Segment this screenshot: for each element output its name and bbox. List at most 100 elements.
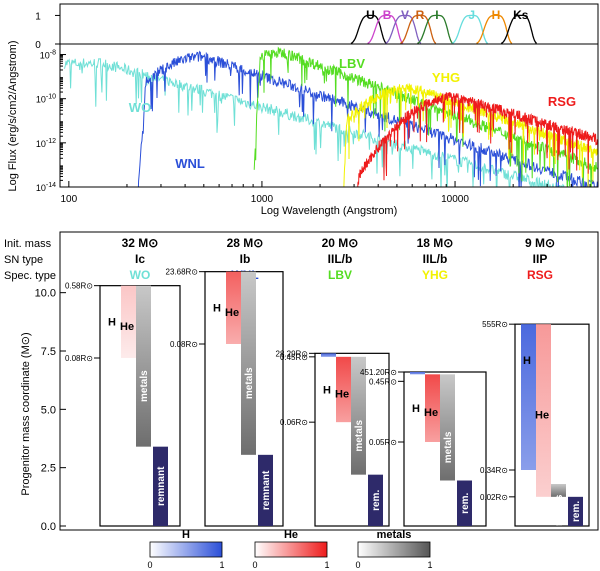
metals-layer-label: metals	[354, 419, 365, 451]
radius-label: 0.02R⊙	[480, 493, 508, 502]
spectra-y-tick-label: 10-12	[36, 138, 56, 149]
radius-label: 555R⊙	[482, 320, 508, 329]
metals-layer-label: metals	[554, 494, 565, 526]
star-mass: 28 M⊙	[227, 236, 264, 250]
spectrum-label: WNL	[175, 156, 205, 171]
spectra-panel-frame	[59, 43, 599, 188]
filter-curves: U B V R I J H Ks	[350, 8, 538, 44]
metals-layer-label: metals	[139, 370, 150, 402]
hydrogen-layer-label: H	[323, 384, 331, 396]
spectrum-rsg	[357, 92, 598, 187]
colorbar-min-label: 0	[252, 560, 257, 570]
hydrogen-layer-label: H	[213, 303, 221, 315]
helium-layer	[536, 324, 551, 497]
star-spec-type: RSG	[527, 268, 553, 282]
filter-label: H	[492, 8, 501, 22]
spectrum-label: WO	[129, 100, 151, 115]
spectra-x-tick-label: 10000	[441, 194, 469, 205]
star-mass: 9 M⊙	[525, 236, 555, 250]
radius-label: 0.45R⊙	[369, 377, 397, 386]
colorbar-title: He	[284, 529, 298, 541]
hydrogen-layer-label: H	[412, 403, 420, 415]
helium-layer	[425, 374, 440, 442]
colorbar-min-label: 0	[355, 560, 360, 570]
metals-layer	[351, 356, 366, 475]
spectra-x-label: Log Wavelength (Angstrom)	[261, 205, 398, 217]
star-spec-type: LBV	[328, 268, 352, 282]
radius-label: 0.05R⊙	[369, 438, 397, 447]
hydrogen-layer-label: H	[523, 355, 531, 367]
helium-layer	[336, 356, 351, 423]
metals-layer	[440, 374, 455, 481]
helium-layer	[121, 285, 136, 358]
spectra-y-label: Log Flux (erg/s/cm2/Angstrom)	[7, 41, 19, 192]
star-mass: 18 M⊙	[417, 236, 454, 250]
helium-layer-label: He	[424, 407, 438, 419]
radius-label: 451.20R⊙	[360, 368, 397, 377]
radius-label: 0.34R⊙	[480, 466, 508, 475]
helium-layer	[226, 271, 241, 344]
structure-y-tick-label: 7.5	[41, 346, 56, 358]
metals-layer-label: metals	[244, 367, 255, 399]
helium-layer-label: He	[335, 389, 349, 401]
remnant-core	[368, 474, 383, 526]
remnant-label: rem.	[571, 501, 582, 522]
hydrogen-layer-label: H	[108, 317, 116, 329]
structure-y-tick-label: 10.0	[35, 288, 56, 300]
radius-label: 0.06R⊙	[280, 418, 308, 427]
row-label: SN type	[4, 254, 43, 266]
star-sn-type: IIL/b	[328, 252, 353, 266]
star-spec-type: YHG	[422, 268, 448, 282]
remnant-label: rem.	[371, 490, 382, 511]
helium-layer-label: He	[225, 307, 239, 319]
row-label: Spec. type	[4, 270, 56, 282]
spectra-series	[64, 46, 598, 187]
colorbar-max-label: 1	[324, 560, 329, 570]
filter-curve	[417, 14, 454, 44]
spectrum-label: LBV	[339, 56, 365, 71]
spectra-y-tick-label: 10-14	[36, 182, 56, 193]
star-spec-type: WO	[130, 268, 151, 282]
filter-curve	[367, 14, 404, 44]
filter-curve	[385, 14, 422, 44]
colorbar-title: metals	[377, 529, 412, 541]
star-sn-type: IIP	[533, 252, 548, 266]
structure-y-axis: 10.0 7.5 5.0 2.5 0.0	[35, 288, 66, 533]
filter-label: Ks	[513, 8, 529, 22]
colorbar-min-label: 0	[147, 560, 152, 570]
colorbars: H 0 1 He 0 1 metals 0 1	[147, 529, 432, 570]
colorbar-max-label: 1	[219, 560, 224, 570]
colorbar-max-label: 1	[427, 560, 432, 570]
remnant-core	[258, 454, 273, 526]
star-mass: 20 M⊙	[322, 236, 359, 250]
filter-label: I	[435, 8, 438, 22]
colorbar-title: H	[182, 529, 190, 541]
spectrum-label: RSG	[548, 94, 576, 109]
radius-label: 23.68R⊙	[166, 268, 199, 277]
filter-curve	[476, 14, 513, 44]
filter-y-tick-label: 0	[35, 40, 41, 51]
structure-y-tick-label: 2.5	[41, 463, 56, 475]
colorbar	[357, 541, 431, 558]
filter-curve	[500, 14, 538, 44]
radius-label: 0.08R⊙	[170, 340, 198, 349]
metals-layer	[241, 271, 256, 455]
structure-y-label: Progenitor mass coordinate (M⊙)	[20, 332, 32, 495]
metals-layer-label: metals	[443, 431, 454, 463]
radius-label: 28.29R⊙	[276, 349, 309, 358]
filter-label: B	[383, 8, 392, 22]
star-boundary-box	[314, 352, 390, 527]
metals-layer	[136, 285, 151, 447]
row-label: Init. mass	[4, 238, 52, 250]
filter-label: V	[401, 8, 409, 22]
spectra-x-tick-label: 100	[60, 194, 77, 205]
spectra-series-labels: WO WNL LBV YHG RSG	[129, 56, 576, 171]
spectrum-label: YHG	[432, 70, 460, 85]
spectra-panel: 100 1000 10000 10-8 10-10 10-12 10-14 Log Wave…	[7, 41, 599, 217]
hydrogen-layer	[410, 372, 425, 375]
filter-curve	[400, 14, 437, 44]
spectra-axes: 100 1000 10000 10-8 10-10 10-12 10-14	[36, 50, 591, 205]
helium-layer-label: He	[120, 321, 134, 333]
radius-label: 0.08R⊙	[65, 354, 93, 363]
